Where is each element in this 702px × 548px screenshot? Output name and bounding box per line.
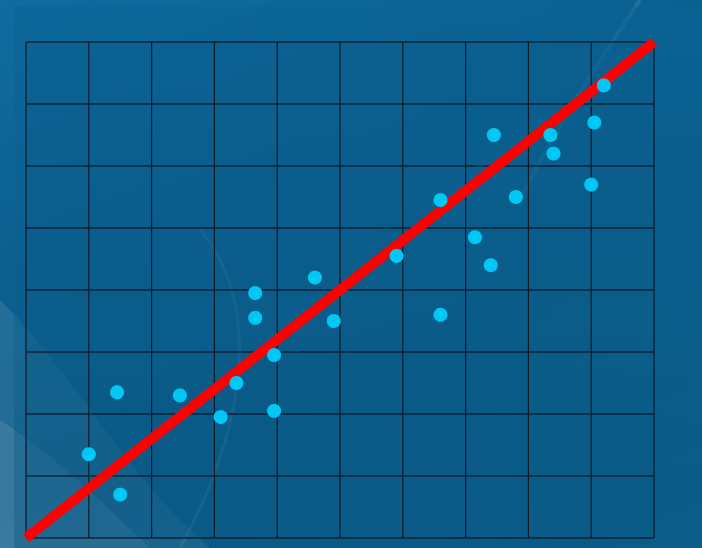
scatter-point xyxy=(584,177,599,192)
scatter-point xyxy=(213,410,228,425)
scatter-point xyxy=(248,286,263,301)
scatter-point xyxy=(267,403,282,418)
scatter-point xyxy=(508,190,523,204)
scatter-point xyxy=(326,314,341,328)
scatter-point xyxy=(248,310,263,325)
scatter-point xyxy=(468,230,483,245)
scatter-point xyxy=(433,307,448,322)
scatter-point xyxy=(596,78,611,93)
trend-line-layer xyxy=(22,38,658,542)
scatter-point xyxy=(81,447,96,462)
scatter-point xyxy=(389,248,404,263)
scatter-point xyxy=(307,270,322,285)
scatter-point xyxy=(543,128,558,142)
grid-lines xyxy=(25,41,655,539)
scatter-point xyxy=(113,487,128,502)
scatter-point xyxy=(546,146,561,161)
scatter-point xyxy=(587,115,602,130)
scatter-point xyxy=(172,388,187,403)
scatter-point xyxy=(267,348,282,363)
scatter-point xyxy=(433,193,448,208)
data-points-layer xyxy=(81,78,611,502)
scatter-point xyxy=(229,376,244,390)
scatter-point xyxy=(110,385,125,400)
scatter-point xyxy=(483,258,498,273)
scatter-point xyxy=(486,128,501,142)
trend-line xyxy=(22,38,658,542)
